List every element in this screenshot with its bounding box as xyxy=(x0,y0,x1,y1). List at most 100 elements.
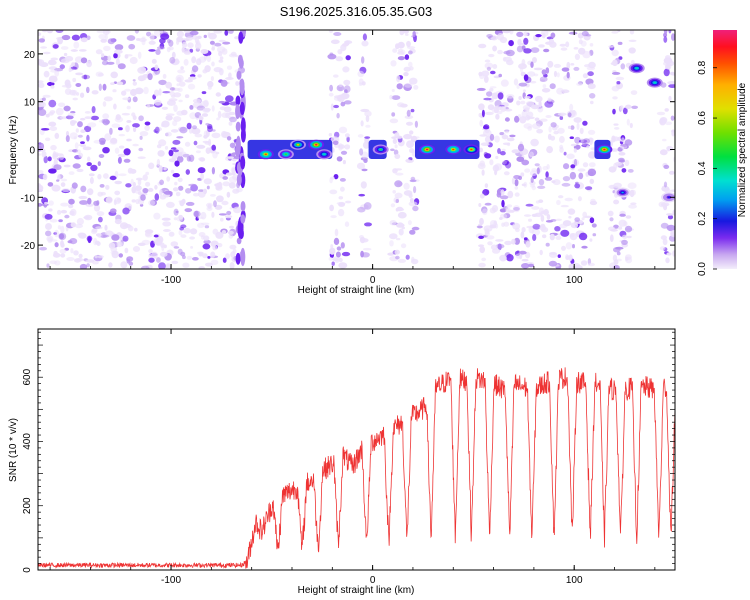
noise-speckle xyxy=(394,249,400,255)
noise-speckle xyxy=(495,239,504,242)
noise-speckle xyxy=(334,95,343,99)
noise-speckle xyxy=(660,222,669,229)
noise-speckle xyxy=(395,255,400,260)
noise-speckle xyxy=(514,237,520,245)
noise-speckle xyxy=(672,250,675,257)
noise-speckle xyxy=(166,176,171,182)
noise-speckle xyxy=(215,231,224,239)
noise-speckle xyxy=(670,230,675,238)
noise-speckle xyxy=(75,128,79,133)
noise-speckle xyxy=(538,179,545,186)
noise-speckle xyxy=(115,58,120,66)
noise-speckle xyxy=(413,186,417,194)
noise-speckle xyxy=(87,197,92,205)
noise-speckle xyxy=(189,74,196,78)
noise-speckle xyxy=(666,224,675,232)
noise-speckle xyxy=(132,96,138,103)
noise-speckle xyxy=(613,123,619,126)
noise-speckle xyxy=(186,255,193,260)
noise-speckle xyxy=(174,181,178,186)
noise-speckle xyxy=(499,254,507,262)
noise-speckle xyxy=(517,143,525,152)
noise-speckle xyxy=(626,118,630,126)
noise-speckle xyxy=(389,220,397,226)
noise-speckle xyxy=(559,147,564,153)
noise-speckle xyxy=(340,101,346,107)
noise-speckle xyxy=(229,225,234,229)
noise-speckle xyxy=(615,76,625,81)
noise-speckle xyxy=(560,229,570,237)
noise-speckle xyxy=(498,73,503,78)
noise-speckle xyxy=(103,96,113,102)
noise-speckle xyxy=(114,197,122,205)
noise-speckle xyxy=(618,152,626,156)
noise-speckle xyxy=(90,164,98,172)
noise-speckle xyxy=(478,203,482,207)
noise-speckle xyxy=(501,148,506,152)
noise-speckle xyxy=(484,202,492,206)
noise-speckle xyxy=(546,214,551,220)
noise-speckle xyxy=(503,221,510,227)
noise-speckle xyxy=(45,230,52,237)
noise-speckle xyxy=(631,105,638,110)
noise-speckle xyxy=(78,253,83,259)
noise-speckle xyxy=(74,258,81,263)
noise-speckle xyxy=(581,245,588,249)
noise-speckle xyxy=(608,45,615,48)
noise-speckle xyxy=(178,152,183,157)
noise-speckle xyxy=(203,188,207,195)
noise-speckle xyxy=(578,232,588,241)
noise-speckle xyxy=(148,40,156,45)
noise-speckle xyxy=(621,234,628,239)
onset-streak xyxy=(238,58,244,69)
noise-speckle xyxy=(169,57,176,64)
noise-speckle xyxy=(123,224,132,228)
noise-speckle xyxy=(335,56,344,62)
noise-speckle xyxy=(480,142,490,146)
noise-speckle xyxy=(88,173,95,177)
onset-streak xyxy=(236,70,242,80)
noise-speckle xyxy=(134,30,140,34)
noise-speckle xyxy=(408,50,413,55)
noise-speckle xyxy=(205,122,210,126)
noise-speckle xyxy=(581,217,585,221)
noise-speckle xyxy=(211,47,215,51)
noise-speckle xyxy=(547,97,552,102)
noise-speckle xyxy=(577,196,582,202)
noise-speckle xyxy=(329,84,333,92)
spectral-peak xyxy=(419,144,436,155)
noise-speckle xyxy=(190,228,198,235)
noise-speckle xyxy=(500,105,506,113)
noise-speckle xyxy=(148,199,156,206)
noise-speckle xyxy=(221,48,228,55)
onset-streak xyxy=(235,95,241,106)
colorbar-tick-label: 0.8 xyxy=(697,60,708,74)
noise-speckle xyxy=(48,112,54,116)
noise-speckle xyxy=(48,208,53,212)
noise-speckle xyxy=(39,246,47,251)
noise-speckle xyxy=(616,251,621,256)
noise-speckle xyxy=(206,185,210,190)
noise-speckle xyxy=(533,67,543,71)
noise-speckle xyxy=(567,112,572,118)
noise-speckle xyxy=(211,167,215,175)
noise-speckle xyxy=(118,173,127,177)
noise-speckle xyxy=(490,70,496,75)
noise-speckle xyxy=(95,49,103,55)
onset-streak xyxy=(240,155,246,170)
noise-speckle xyxy=(568,31,578,35)
heatmap-ytick-label: 10 xyxy=(24,98,36,109)
noise-speckle xyxy=(154,184,158,190)
noise-speckle xyxy=(234,36,240,40)
noise-speckle xyxy=(524,96,531,99)
noise-speckle xyxy=(494,223,499,229)
noise-speckle xyxy=(332,140,339,146)
noise-speckle xyxy=(173,104,178,112)
noise-speckle xyxy=(345,200,352,204)
noise-speckle xyxy=(478,113,482,118)
noise-speckle xyxy=(409,77,418,85)
noise-speckle xyxy=(44,201,48,205)
noise-speckle xyxy=(137,75,146,82)
noise-speckle xyxy=(524,168,531,173)
noise-speckle xyxy=(197,74,202,78)
